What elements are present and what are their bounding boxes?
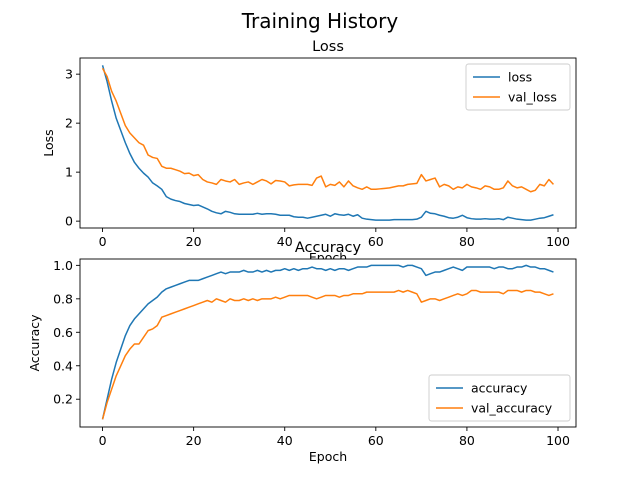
loss-xtick-label: 60: [368, 234, 384, 249]
loss-axes: 0 20 40 60 80 1000123EpochLossLosslossval_los…: [41, 39, 577, 265]
loss-title: Loss: [312, 39, 344, 55]
accuracy-title: Accuracy: [295, 240, 362, 256]
loss-ytick-label: 0: [65, 214, 73, 229]
loss-series-line-val-loss: [101, 67, 554, 193]
loss-ytick-label: 3: [65, 67, 73, 82]
loss-legend-label-loss: loss: [508, 70, 532, 85]
loss-xtick-label: 100: [546, 234, 570, 249]
accuracy-xtick-label: 0: [99, 433, 107, 448]
loss-xtick-label: 0: [99, 234, 107, 249]
loss-legend: loss val_loss: [465, 63, 571, 111]
accuracy-axes: 0 20 40 60 80 100 0.2 0.4 0.6 0.8 1.0 Epoch Accuracy…: [27, 240, 577, 464]
accuracy-series-line-accuracy: [101, 264, 554, 420]
accuracy-legend-label-val-accuracy: val_accuracy: [471, 401, 553, 416]
accuracy-ytick-label: 1.0: [53, 258, 73, 273]
accuracy-series-line-val-accuracy: [101, 289, 554, 420]
loss-ytick-label: 2: [65, 116, 73, 131]
accuracy-ytick-label: 0.2: [53, 392, 73, 407]
loss-ylabel: Loss: [41, 129, 56, 156]
plots: 0 20 40 60 80 100 0 1 2 3 Epoch Loss Loss loss val_los…: [27, 39, 577, 464]
loss-series-line-loss: [101, 65, 554, 221]
accuracy-xtick-label: 60: [368, 433, 384, 448]
accuracy-legend-label-accuracy: accuracy: [471, 381, 528, 396]
accuracy-xtick-label: 40: [277, 433, 293, 448]
loss-ytick-label: 1: [65, 165, 73, 180]
accuracy-ylabel: Accuracy: [27, 314, 42, 372]
loss-xtick-label: 80: [459, 234, 475, 249]
loss-axes-frame: [79, 57, 577, 229]
accuracy-xtick-label: 80: [459, 433, 475, 448]
figure-suptitle: Training History: [241, 9, 399, 33]
accuracy-xtick-label: 100: [546, 433, 570, 448]
accuracy-xtick-label: 20: [186, 433, 202, 448]
loss-xtick-label: 40: [277, 234, 293, 249]
accuracy-ytick-label: 0.4: [53, 358, 73, 373]
accuracy-legend: accuracy val_accuracy: [428, 374, 571, 422]
loss-legend-label-val-loss: val_loss: [508, 90, 557, 105]
loss-legend-box: [465, 63, 571, 111]
accuracy-xlabel: Epoch: [309, 449, 347, 464]
accuracy-ytick-label: 0.8: [53, 291, 73, 306]
loss-xtick-label: 20: [186, 234, 202, 249]
accuracy-ytick-label: 0.6: [53, 325, 73, 340]
accuracy-legend-box: [428, 374, 571, 422]
accuracy-axes-frame: [79, 258, 577, 428]
